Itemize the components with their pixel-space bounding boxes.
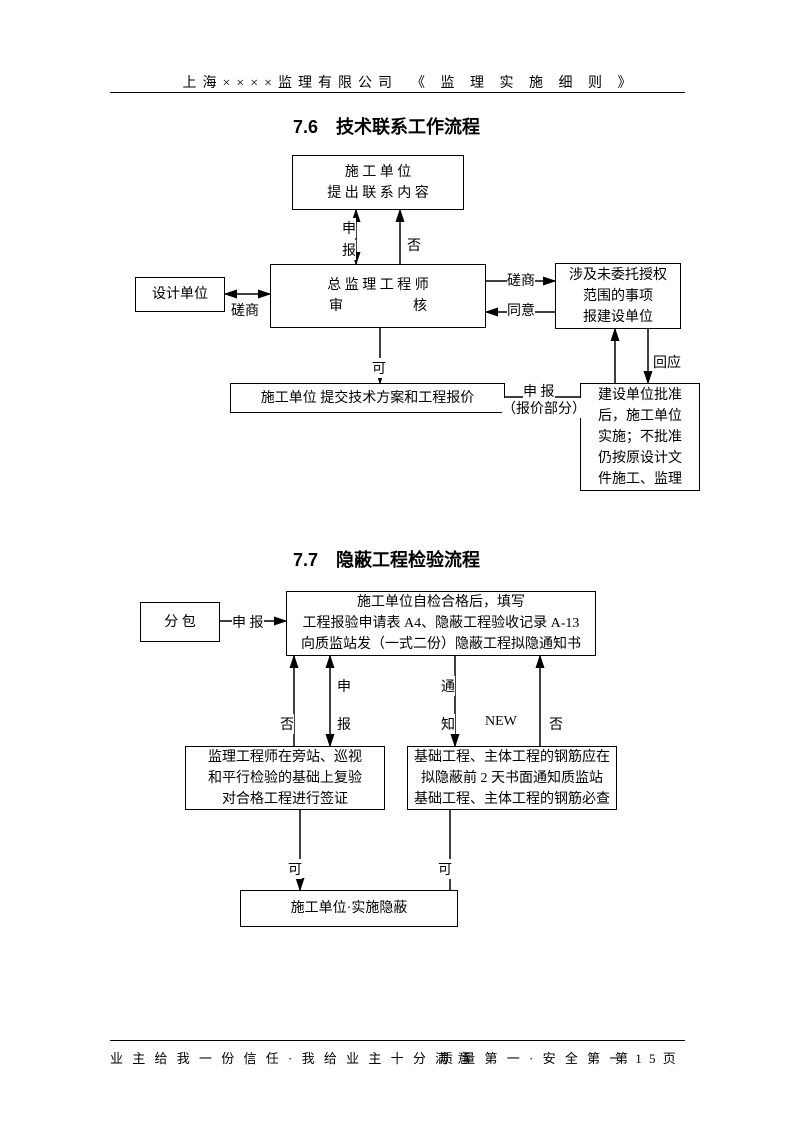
edge-label: 可 [438,859,452,879]
flow-node-line: 监理工程师在旁站、巡视 [208,747,362,768]
edge-label: 申 报 [232,612,264,632]
flow-node-line: 施工单位·实施隐蔽 [291,898,408,919]
edge-label: 磋商 [507,270,535,290]
edge-label: 否 [549,714,563,734]
edge-label: 磋商 [231,300,259,320]
edge-label: 回应 [653,352,681,372]
flow-node-line: 设计单位 [152,284,208,305]
flow-node: 施工单位·实施隐蔽 [240,890,458,927]
edge-label: （报价部分） [502,398,586,418]
flow-node-line: 向质监站发（一式二份）隐蔽工程拟隐通知书 [301,634,581,655]
flow-node: 建设单位批准后，施工单位实施；不批准仍按原设计文件施工、监理 [580,383,700,491]
flow-node-line: 后，施工单位 [598,406,682,427]
edge-label: NEW [485,714,517,730]
edge-label: 可 [288,859,302,879]
flow-node-line: 基础工程、主体工程的钢筋必查 [414,789,610,810]
flow-node: 基础工程、主体工程的钢筋应在拟隐蔽前 2 天书面通知质监站基础工程、主体工程的钢… [407,746,617,810]
flow-node-line: 实施；不批准 [598,427,682,448]
flow-node-line: 审 核 [329,296,427,317]
section-7-6-title: 7.6 技术联系工作流程 [293,113,480,139]
edge-label: 申 [342,218,356,238]
flow-node-line: 仍按原设计文 [598,448,682,469]
flow-node: 总 监 理 工 程 师审 核 [270,264,486,328]
flow-node-line: 施工单位 提交技术方案和工程报价 [261,388,475,409]
flow-node: 施 工 单 位提 出 联 系 内 容 [292,155,464,210]
flow-node-line: 建设单位批准 [598,385,682,406]
flow-node: 监理工程师在旁站、巡视和平行检验的基础上复验对合格工程进行签证 [185,746,385,810]
flow-node-line: 工程报验申请表 A4、隐蔽工程验收记录 A-13 [303,613,580,634]
flow-node-line: 报建设单位 [583,307,653,328]
edge-label: 同意 [507,300,535,320]
flow-node-line: 和平行检验的基础上复验 [208,768,362,789]
footer-mid: 质 量 第 一 · 安 全 第 一 [440,1048,625,1067]
edge-label: 否 [407,235,421,255]
flow-node-line: 总 监 理 工 程 师 [327,275,429,296]
flow-node-line: 提 出 联 系 内 容 [327,183,429,204]
edge-label: 申 [337,676,351,696]
header-rule [110,92,685,93]
edge-label: 报 [342,240,356,260]
edge-label: 通 [441,676,455,696]
flow-node: 施工单位自检合格后，填写工程报验申请表 A4、隐蔽工程验收记录 A-13向质监站… [286,591,596,656]
section-7-7-title: 7.7 隐蔽工程检验流程 [293,546,480,572]
flow-node-line: 件施工、监理 [598,469,682,490]
page: 上海××××监理有限公司 《 监 理 实 施 细 则 》 7.6 技术联系工作流… [0,0,794,1123]
flow-node: 分 包 [140,602,220,642]
flow-node: 涉及未委托授权范围的事项报建设单位 [555,263,681,329]
flow-node: 设计单位 [135,277,225,312]
page-header: 上海××××监理有限公司 《 监 理 实 施 细 则 》 [140,72,680,92]
edge-label: 可 [372,358,386,378]
flow-node-line: 施 工 单 位 [345,162,412,183]
flow-node-line: 拟隐蔽前 2 天书面通知质监站 [421,768,603,789]
flow-node-line: 基础工程、主体工程的钢筋应在 [414,747,610,768]
flow-node-line: 分 包 [164,612,196,633]
flow-node-line: 涉及未委托授权 [569,265,667,286]
footer-rule [110,1040,685,1041]
flow-node-line: 范围的事项 [583,286,653,307]
edge-label: 报 [337,714,351,734]
flow-node-line: 施工单位自检合格后，填写 [357,592,525,613]
flow-node: 施工单位 提交技术方案和工程报价 [230,383,505,413]
flow-node-line: 对合格工程进行签证 [222,789,348,810]
edge-label: 知 [441,714,455,734]
footer-right: 第 1 5 页 [615,1048,678,1067]
footer-left: 业 主 给 我 一 份 信 任 · 我 给 业 主 十 分 满 意 [110,1048,473,1067]
edge-label: 否 [280,714,294,734]
